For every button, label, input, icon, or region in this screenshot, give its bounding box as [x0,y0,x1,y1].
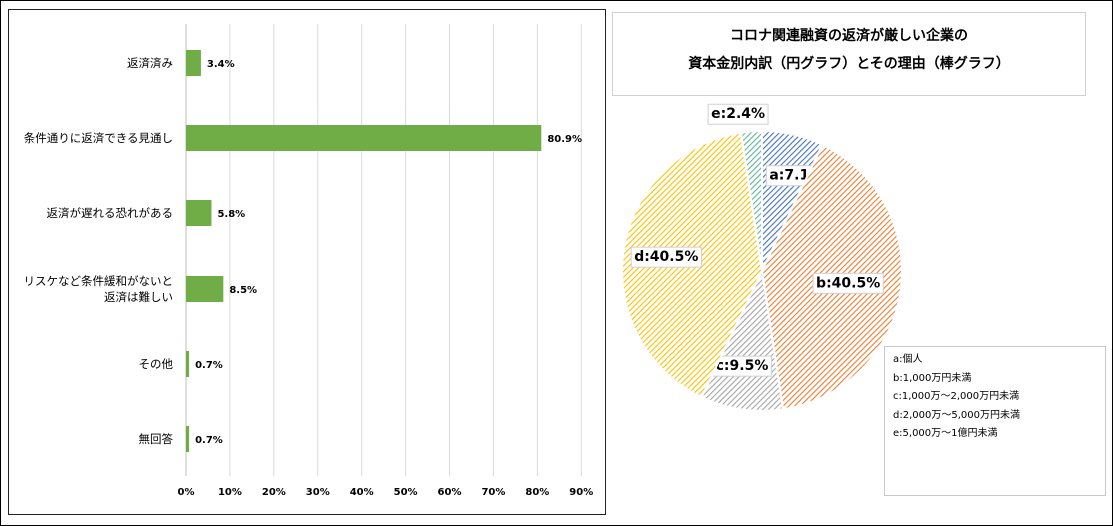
bar-value-label: 3.4% [207,59,235,70]
bar-value-label: 0.7% [195,435,223,446]
bar [186,200,212,226]
pie-label-text: b:40.5% [816,275,880,291]
pie-label-text: d:40.5% [634,249,698,265]
category-label: 無回答 [139,432,174,446]
pie-label-text: c:9.5% [716,358,769,374]
pie-legend: a:個人 b:1,000万円未満 c:1,000万～2,000万円未満 d:2,… [884,346,1106,496]
category-label: 返済は難しい [104,290,173,304]
pie-label-text: e:2.4% [711,106,765,122]
x-tick-label: 60% [438,487,462,498]
pie-label-b: b:40.5% [812,272,884,294]
pie-label-e: e:2.4% [707,103,769,125]
pie-label-box [630,246,702,268]
pie-chart: a:7.1%b:40.5%c:9.5%d:40.5%e:2.4% [621,103,903,412]
chart-title-box: コロナ関連融資の返済が厳しい企業の 資本金別内訳（円グラフ）とその理由（棒グラフ… [612,12,1086,96]
category-label: 条件通りに返済できる見通し [24,131,173,145]
x-tick-label: 90% [569,487,593,498]
legend-item-e: e:5,000万～1億円未満 [893,428,998,439]
x-tick-label: 0% [178,487,195,498]
category-label: 返済が遅れる恐れがある [47,206,174,220]
chart-title-line2: 資本金別内訳（円グラフ）とその理由（棒グラフ） [688,56,1010,72]
bar-value-label: 0.7% [195,360,223,371]
x-tick-label: 70% [481,487,505,498]
x-tick-label: 50% [394,487,418,498]
category-label: その他 [139,357,174,371]
bar-chart-panel: 0% 10% 20% 30% 40% 50% 60% 70% 80% 90% 3.4% 返済済み 80.… [8,9,606,515]
pie-label-box [707,103,769,125]
bar [186,426,190,452]
pie-label-c: c:9.5% [712,355,772,377]
x-tick-label: 40% [350,487,374,498]
pie-label-d: d:40.5% [630,246,702,268]
x-tick-label: 10% [218,487,242,498]
bar [186,351,190,377]
bar-value-label: 8.5% [229,285,257,296]
bar-value-label: 5.8% [217,209,245,220]
bar-chart: 0% 10% 20% 30% 40% 50% 60% 70% 80% 90% 3.4% 返済済み 80.… [24,24,593,498]
x-tick-label: 30% [306,487,330,498]
category-label: 返済済み [127,56,173,70]
legend-item-c: c:1,000万～2,000万円未満 [893,391,1020,402]
category-label: リスケなど条件緩和がないと [24,274,174,288]
x-tick-label: 80% [525,487,549,498]
x-tick-label: 20% [262,487,286,498]
pie-slice-e [739,129,763,272]
bar [186,125,542,151]
chart-title-line1: コロナ関連融資の返済が厳しい企業の [730,28,968,44]
legend-item-d: d:2,000万～5,000万円未満 [893,409,1020,421]
pie-label-box [812,272,884,294]
legend-item-b: b:1,000万円未満 [893,372,972,384]
legend-item-a: a:個人 [893,354,923,365]
bar-value-label: 80.9% [547,134,582,145]
bar [186,276,224,302]
bar [186,50,201,76]
